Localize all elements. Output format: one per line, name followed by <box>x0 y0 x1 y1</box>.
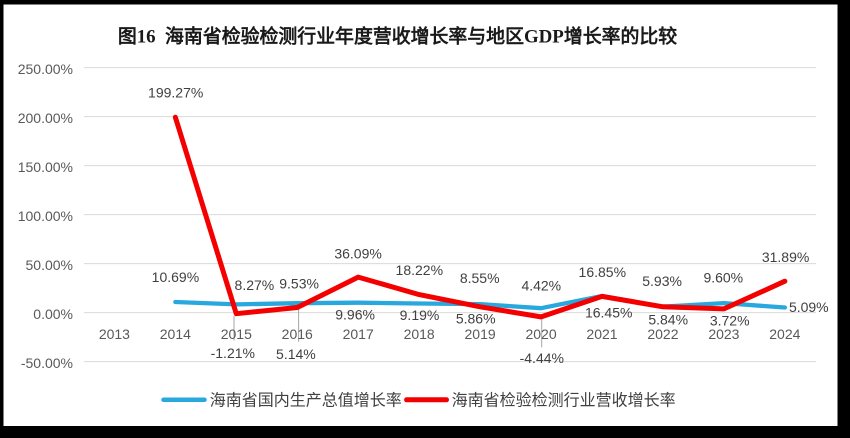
svg-text:-50.00%: -50.00% <box>21 355 73 371</box>
svg-text:2020: 2020 <box>525 326 556 342</box>
svg-text:5.86%: 5.86% <box>456 311 496 327</box>
svg-text:5.14%: 5.14% <box>276 346 316 362</box>
svg-text:250.00%: 250.00% <box>18 61 73 77</box>
svg-text:8.27%: 8.27% <box>235 277 275 293</box>
svg-text:3.72%: 3.72% <box>710 313 750 329</box>
svg-text:9.96%: 9.96% <box>335 307 375 323</box>
svg-text:50.00%: 50.00% <box>26 257 73 273</box>
svg-text:5.09%: 5.09% <box>789 299 829 315</box>
svg-text:9.60%: 9.60% <box>703 270 743 286</box>
svg-text:2017: 2017 <box>343 326 374 342</box>
svg-text:图16 海南省检验检测行业年度营收增长率与地区GDP增长率的: 图16 海南省检验检测行业年度营收增长率与地区GDP增长率的比较 <box>118 25 677 48</box>
svg-text:2024: 2024 <box>769 326 800 342</box>
svg-text:100.00%: 100.00% <box>18 208 73 224</box>
svg-text:9.19%: 9.19% <box>400 307 440 323</box>
svg-text:18.22%: 18.22% <box>396 262 443 278</box>
svg-text:8.55%: 8.55% <box>460 270 500 286</box>
svg-text:9.53%: 9.53% <box>279 275 319 291</box>
svg-text:2021: 2021 <box>586 326 617 342</box>
svg-text:0.00%: 0.00% <box>33 306 73 322</box>
svg-text:16.85%: 16.85% <box>579 264 626 280</box>
svg-text:2013: 2013 <box>99 326 130 342</box>
svg-text:10.69%: 10.69% <box>152 269 199 285</box>
svg-text:5.93%: 5.93% <box>642 273 682 289</box>
svg-text:2019: 2019 <box>465 326 496 342</box>
svg-text:2022: 2022 <box>647 326 678 342</box>
svg-text:200.00%: 200.00% <box>18 110 73 126</box>
svg-text:2014: 2014 <box>160 326 191 342</box>
svg-text:2018: 2018 <box>404 326 435 342</box>
svg-text:150.00%: 150.00% <box>18 159 73 175</box>
svg-text:-1.21%: -1.21% <box>211 345 255 361</box>
svg-text:海南省检验检测行业营收增长率: 海南省检验检测行业营收增长率 <box>452 392 676 410</box>
svg-text:36.09%: 36.09% <box>334 245 381 261</box>
svg-text:199.27%: 199.27% <box>148 85 203 101</box>
svg-text:海南省国内生产总值增长率: 海南省国内生产总值增长率 <box>210 392 402 410</box>
svg-text:2015: 2015 <box>221 326 252 342</box>
svg-text:2016: 2016 <box>282 326 313 342</box>
svg-text:5.84%: 5.84% <box>648 311 688 327</box>
svg-text:2023: 2023 <box>708 326 739 342</box>
svg-text:-4.44%: -4.44% <box>520 350 564 366</box>
svg-text:31.89%: 31.89% <box>762 249 809 265</box>
svg-text:4.42%: 4.42% <box>521 277 561 293</box>
svg-text:16.45%: 16.45% <box>585 304 632 320</box>
